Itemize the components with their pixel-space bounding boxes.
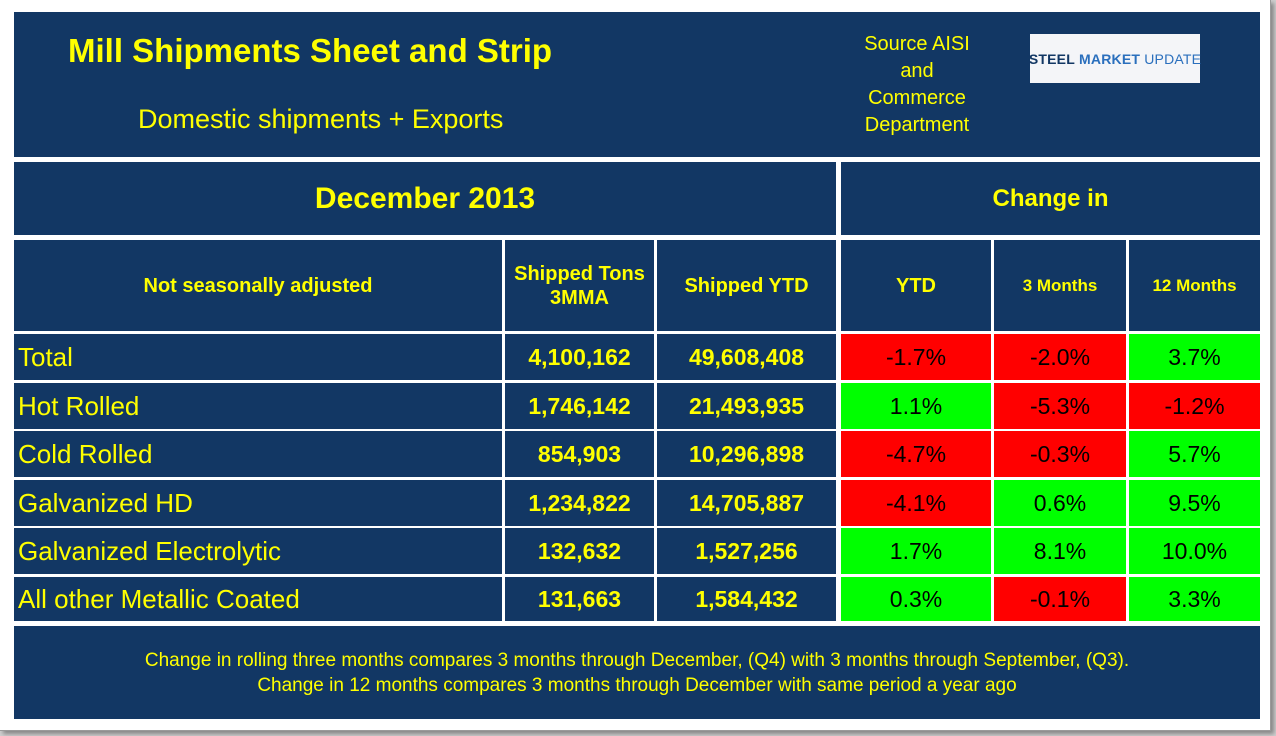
source-line: Commerce (868, 87, 966, 109)
row-label-cell: Galvanized Electrolytic (14, 528, 502, 574)
column-header-shipped-3mma: Shipped Tons 3MMA (505, 240, 654, 331)
header-panel: Mill Shipments Sheet and Strip Domestic … (14, 12, 1260, 157)
12-month-change-cell: 3.3% (1129, 577, 1260, 621)
shipped-ytd-cell: 14,705,887 (657, 480, 836, 526)
ytd-change-cell: 1.1% (841, 383, 991, 429)
shipped-3mma-cell: 1,746,142 (505, 383, 654, 429)
change-in-header: Change in (841, 162, 1260, 235)
shipped-ytd-cell: 21,493,935 (657, 383, 836, 429)
12-month-change-cell: 5.7% (1129, 431, 1260, 477)
page-title: Mill Shipments Sheet and Strip (68, 32, 553, 69)
ytd-change-cell: 1.7% (841, 528, 991, 574)
column-header-shipped-ytd: Shipped YTD (657, 240, 836, 331)
ytd-change-cell: -4.1% (841, 480, 991, 526)
logo-word-update: UPDATE (1144, 50, 1202, 67)
12-month-change-cell: -1.2% (1129, 383, 1260, 429)
steel-market-update-logo: STEEL MARKET UPDATE (1028, 34, 1202, 83)
shipped-3mma-cell: 4,100,162 (505, 334, 654, 380)
footer-note: Change in rolling three months compares … (14, 626, 1260, 719)
source-note: Source AISI and Commerce Department (842, 31, 992, 139)
shipped-ytd-cell: 1,527,256 (657, 528, 836, 574)
row-label-cell: All other Metallic Coated (14, 577, 502, 621)
shipped-ytd-cell: 10,296,898 (657, 431, 836, 477)
footer-line-1: Change in rolling three months compares … (144, 649, 1130, 671)
3-month-change-cell: -0.1% (994, 577, 1126, 621)
12-month-change-cell: 3.7% (1129, 334, 1260, 380)
row-label-cell: Hot Rolled (14, 383, 502, 429)
column-header-label: Not seasonally adjusted (14, 240, 502, 331)
shipped-3mma-cell: 1,234,822 (505, 480, 654, 526)
3-month-change-cell: 8.1% (994, 528, 1126, 574)
column-header-ytd: YTD (841, 240, 991, 331)
footer-line-2: Change in 12 months compares 3 months th… (257, 674, 1017, 696)
12-month-change-cell: 9.5% (1129, 480, 1260, 526)
change-in-label: Change in (992, 184, 1109, 212)
3-month-change-cell: -5.3% (994, 383, 1126, 429)
shipped-3mma-cell: 854,903 (505, 431, 654, 477)
shipped-3mma-cell: 131,663 (505, 577, 654, 621)
3-month-change-cell: 0.6% (994, 480, 1126, 526)
logo-word-market: MARKET (1079, 50, 1141, 67)
logo-word-steel: STEEL (1028, 50, 1075, 67)
source-line: Source AISI (864, 33, 970, 55)
row-label-cell: Total (14, 334, 502, 380)
row-label-cell: Galvanized HD (14, 480, 502, 526)
12-month-change-cell: 10.0% (1129, 528, 1260, 574)
source-line: Department (864, 114, 970, 136)
period-label: December 2013 (314, 181, 536, 215)
3-month-change-cell: -0.3% (994, 431, 1126, 477)
period-header: December 2013 (14, 162, 836, 235)
row-label-cell: Cold Rolled (14, 431, 502, 477)
ytd-change-cell: -4.7% (841, 431, 991, 477)
ytd-change-cell: 0.3% (841, 577, 991, 621)
source-line: and (900, 60, 934, 82)
shipped-3mma-cell: 132,632 (505, 528, 654, 574)
ytd-change-cell: -1.7% (841, 334, 991, 380)
column-header-12-months: 12 Months (1129, 240, 1260, 331)
shipped-ytd-cell: 49,608,408 (657, 334, 836, 380)
3-month-change-cell: -2.0% (994, 334, 1126, 380)
page-subtitle: Domestic shipments + Exports (138, 104, 504, 134)
shipped-ytd-cell: 1,584,432 (657, 577, 836, 621)
column-header-3-months: 3 Months (994, 240, 1126, 331)
